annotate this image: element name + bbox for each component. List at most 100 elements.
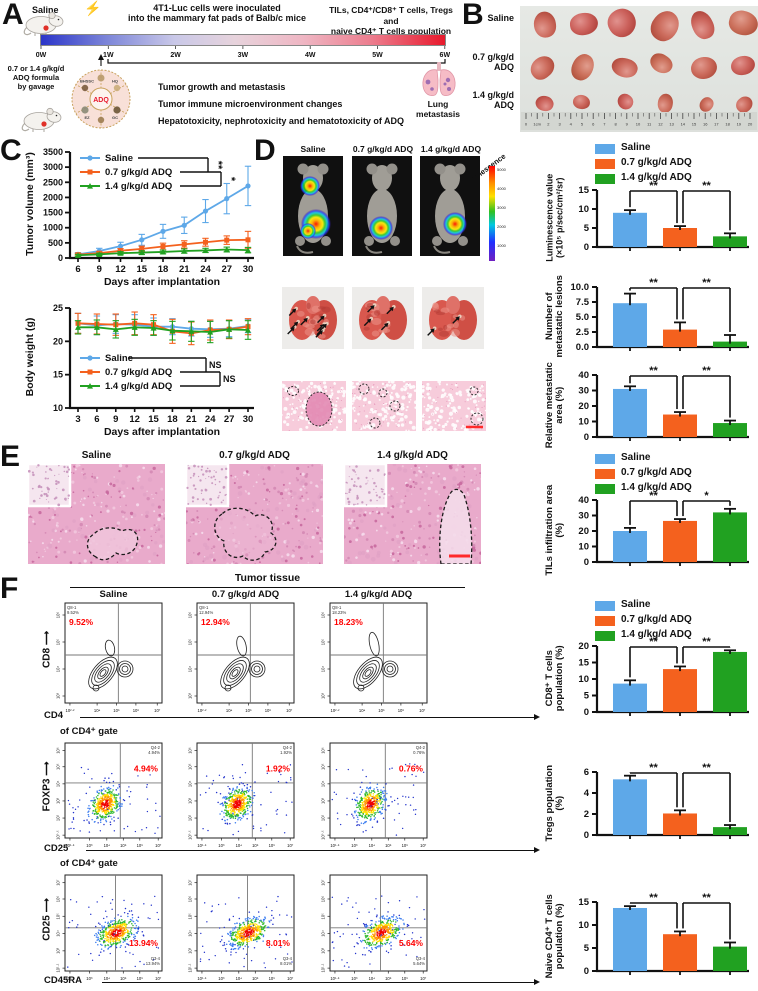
bolt-icon: ⚡ [84, 0, 102, 16]
svg-text:10⁴: 10⁴ [188, 666, 193, 673]
svg-text:10¹·⁵: 10¹·⁵ [330, 976, 339, 981]
svg-text:10⁷: 10⁷ [286, 708, 293, 713]
svg-text:10³: 10³ [56, 797, 61, 804]
svg-text:10⁶: 10⁶ [133, 708, 140, 713]
lung-histology-saline [280, 380, 347, 436]
svg-text:10⁰·⁵: 10⁰·⁵ [188, 830, 193, 840]
tumor_volume-chart: 0 500 1000 1500 2000 2500 3000 3500 6 9 12 15 18 21 24… [10, 144, 262, 296]
svg-text:10³: 10³ [218, 843, 225, 848]
svg-text:3: 3 [558, 122, 561, 127]
relative_metastatic_area-chart: 0 10 20 30 40 ** ** [543, 361, 758, 449]
tumor-photo-r0c0 [531, 10, 557, 39]
legend-label-f-1: 0.7 g/kg/d ADQ [621, 614, 692, 625]
svg-text:10³: 10³ [86, 843, 93, 848]
gavage-text: 0.7 or 1.4 g/kg/d ADQ formula by gavage [7, 64, 65, 91]
svg-text:10⁴: 10⁴ [188, 930, 193, 937]
svg-text:10⁷: 10⁷ [154, 708, 161, 713]
svg-text:13: 13 [669, 122, 674, 127]
svg-text:10¹·¹: 10¹·¹ [321, 963, 326, 972]
svg-text:10³: 10³ [321, 692, 326, 699]
svg-text:8.01%: 8.01% [266, 938, 291, 948]
svg-text:10⁶: 10⁶ [56, 896, 61, 903]
svg-text:10⁴: 10⁴ [369, 976, 376, 981]
svg-text:10⁶: 10⁶ [321, 896, 326, 903]
lung-histology-adq14 [421, 379, 487, 436]
tumor-photo-r2c1 [571, 93, 591, 111]
svg-text:10⁰·⁵: 10⁰·⁵ [321, 830, 326, 840]
svg-text:Q3-4: Q3-4 [283, 956, 293, 961]
tumor-photo-r2c0 [533, 93, 556, 113]
svg-text:10²: 10² [321, 814, 326, 821]
svg-text:10¹·⁵: 10¹·⁵ [65, 843, 74, 848]
b-row-label-adq14: 1.4 g/kg/d ADQ [472, 90, 514, 110]
tils_infiltration-ylabel: TILs infiltration area (%) [543, 484, 565, 576]
svg-text:10⁴: 10⁴ [321, 666, 326, 673]
svg-text:2W: 2W [170, 52, 181, 59]
tumor-photo-r2c3 [656, 92, 675, 114]
svg-text:17: 17 [714, 122, 719, 127]
svg-text:10²·²: 10²·² [198, 708, 207, 713]
svg-text:10¹·⁵: 10¹·⁵ [65, 976, 74, 981]
legend-label-f-0: Saline [621, 599, 651, 610]
svg-text:Q4-2: Q4-2 [416, 745, 426, 750]
svg-text:10²·²: 10²·² [66, 708, 75, 713]
svg-text:10¹·⁵: 10¹·⁵ [197, 843, 206, 848]
flow-plot-cd8-adq07: 10³ 10⁴ 10⁵ 10⁶ 10²·² 10⁴ 10⁵ 10⁶ 10⁷ 12.94% Q8-1 1… [181, 601, 311, 731]
f-col-title-saline: Saline [99, 589, 128, 600]
tumor-photo-r0c1 [568, 11, 600, 38]
legend-swatch-d-2 [595, 174, 615, 184]
cd25-axis-arrow [86, 846, 540, 853]
svg-text:10⁵: 10⁵ [385, 976, 392, 981]
svg-text:10⁴: 10⁴ [236, 976, 243, 981]
adq-formula-diagram: ADQ BHSSC HQ EZ GC [70, 68, 132, 135]
saline-group-label: Saline [32, 5, 59, 15]
svg-text:10⁶: 10⁶ [402, 976, 409, 981]
svg-text:0: 0 [525, 122, 528, 127]
legend-label-e-0: Saline [621, 452, 651, 463]
outcome-1: Tumor growth and metastasis [158, 82, 286, 92]
legend-swatch-e-0 [595, 454, 615, 464]
svg-text:10²: 10² [56, 814, 61, 821]
svg-text:10⁵: 10⁵ [56, 913, 61, 920]
legend-swatch-e-1 [595, 469, 615, 479]
colorbar-tick-3: 2000 [497, 224, 506, 229]
svg-text:10⁶: 10⁶ [265, 708, 272, 713]
b-row-label-saline: Saline [487, 13, 514, 23]
tumor-photo-r0c5 [726, 7, 758, 38]
svg-text:12.94%: 12.94% [201, 617, 230, 627]
svg-text:10⁵: 10⁵ [188, 913, 193, 920]
svg-text:10⁶: 10⁶ [56, 747, 61, 754]
svg-text:10⁶: 10⁶ [56, 612, 61, 619]
svg-text:10⁵: 10⁵ [56, 763, 61, 770]
svg-text:10⁷: 10⁷ [155, 843, 162, 848]
svg-text:10¹·¹: 10¹·¹ [56, 963, 61, 972]
svg-text:10⁴: 10⁴ [236, 843, 243, 848]
legend-swatch-f-1 [595, 616, 615, 626]
d-col-title-adq14: 1.4 g/kg/d ADQ [420, 144, 482, 154]
colorbar-tick-2: 3000 [497, 205, 506, 210]
tumor_volume-ylabel: Tumor volume (mm³) [24, 152, 36, 256]
bioluminescence-mouse-adq14 [420, 156, 480, 261]
flow-plot-foxp3-saline: 10⁰·⁵ 10² 10³ 10⁴ 10⁵ 10⁶ 10¹·⁵ 10³ 10⁴ 10⁵ 10⁶ 10⁷… [49, 741, 179, 866]
saline-mouse-icon [20, 10, 68, 43]
tumor-photo-r0c2 [602, 3, 641, 42]
svg-text:10⁷: 10⁷ [420, 843, 427, 848]
tumor-photo-r1c5 [730, 55, 756, 77]
svg-text:7: 7 [603, 122, 606, 127]
svg-text:10⁵: 10⁵ [252, 976, 259, 981]
tumor-tissue-header: Tumor tissue [234, 572, 301, 584]
legend-swatch-f-0 [595, 601, 615, 611]
legend-label-d-2: 1.4 g/kg/d ADQ [621, 172, 692, 183]
tumor-photo-r1c4 [689, 56, 717, 80]
panel-label-c: C [0, 134, 22, 167]
svg-text:10³: 10³ [188, 947, 193, 954]
svg-text:18.23%: 18.23% [334, 617, 363, 627]
svg-text:4.94%: 4.94% [134, 764, 159, 774]
svg-text:10⁶: 10⁶ [269, 843, 276, 848]
f-col-title-adq07: 0.7 g/kg/d ADQ [211, 589, 280, 600]
outcome-2: Tumor immune microenvironment changes [158, 99, 343, 109]
svg-text:4.94%: 4.94% [148, 750, 160, 755]
svg-text:10¹·⁵: 10¹·⁵ [197, 976, 206, 981]
svg-text:10⁶: 10⁶ [188, 747, 193, 754]
